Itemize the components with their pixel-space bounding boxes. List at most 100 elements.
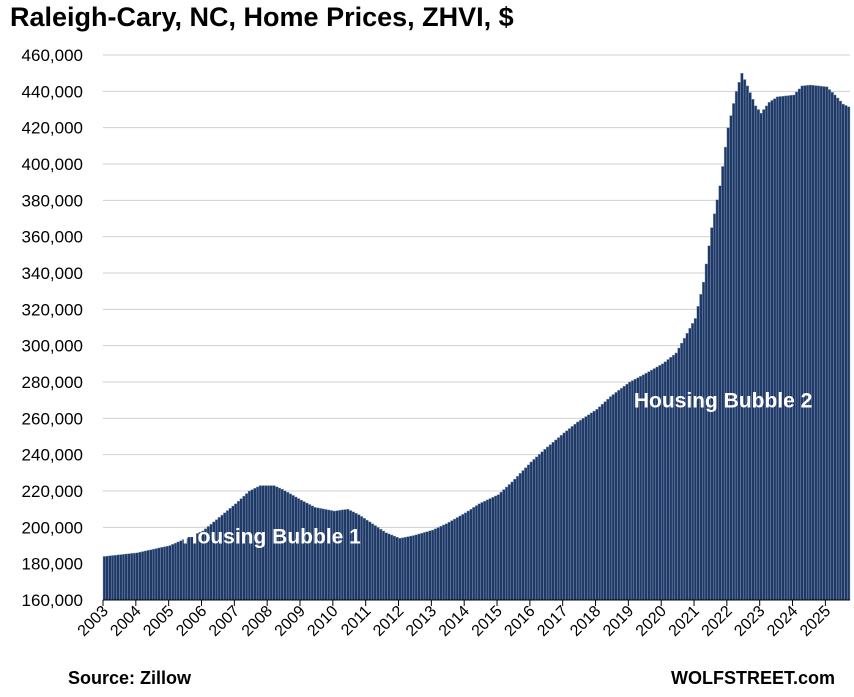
bar: [699, 293, 703, 601]
bar: [373, 525, 377, 601]
y-axis-ticks: 160,000 180,000 200,000 220,000 240,000 260,0…: [22, 46, 83, 610]
bar: [412, 535, 416, 601]
bar: [630, 380, 635, 601]
bar: [685, 333, 689, 601]
bar: [781, 95, 785, 601]
bar: [540, 451, 544, 601]
bar: [513, 478, 517, 601]
y-tick-label: 240,000: [22, 446, 83, 465]
bar: [751, 99, 755, 601]
bar: [795, 91, 799, 601]
bar: [814, 85, 818, 601]
bar: [732, 103, 736, 601]
bar: [157, 547, 161, 601]
bar: [469, 508, 473, 601]
bar: [127, 553, 131, 601]
bar: [559, 435, 563, 601]
y-tick-label: 280,000: [22, 373, 83, 392]
bar: [570, 426, 574, 601]
bar: [368, 521, 372, 601]
x-tick-label: 2015: [469, 603, 506, 640]
x-tick-label: 2020: [633, 603, 670, 640]
bar: [702, 281, 706, 601]
bar: [723, 146, 728, 601]
bar: [453, 518, 457, 601]
chart-title: Raleigh-Cary, NC, Home Prices, ZHVI, $: [10, 2, 514, 32]
bar: [409, 535, 413, 601]
bar: [321, 508, 325, 601]
bar: [603, 401, 607, 601]
bar: [800, 85, 804, 601]
bar: [335, 510, 339, 601]
bar: [130, 553, 134, 601]
y-tick-label: 200,000: [22, 518, 83, 537]
bar: [228, 508, 232, 601]
source-label: Source: Zillow: [68, 668, 192, 688]
bar: [316, 507, 320, 601]
bar: [721, 166, 725, 601]
bar: [146, 550, 150, 601]
y-tick-label: 160,000: [22, 591, 83, 610]
bar: [710, 227, 714, 601]
bar: [168, 545, 172, 601]
bar: [499, 491, 503, 601]
bar: [778, 96, 782, 601]
x-tick-label: 2024: [764, 603, 801, 640]
bar: [458, 515, 462, 601]
bar: [836, 97, 840, 601]
bar: [485, 499, 490, 601]
bar: [414, 534, 418, 601]
bar: [491, 497, 495, 601]
bar: [729, 115, 733, 601]
bar: [327, 509, 331, 601]
bar: [693, 318, 697, 601]
bar: [239, 498, 243, 601]
bar: [349, 510, 353, 601]
x-tick-label: 2010: [304, 603, 341, 640]
bar: [598, 406, 602, 601]
bar: [124, 553, 128, 601]
bar: [543, 449, 547, 601]
bar: [297, 498, 301, 601]
bar: [822, 86, 826, 601]
bar: [173, 542, 178, 601]
bar: [141, 551, 145, 601]
bar: [691, 323, 695, 601]
bar: [587, 414, 591, 601]
bar: [417, 533, 421, 601]
bar: [463, 512, 468, 601]
bar: [132, 552, 137, 601]
bars: [102, 72, 851, 601]
annotation-label: Housing Bubble 1: [182, 526, 361, 549]
bar: [384, 532, 388, 601]
bar: [395, 536, 399, 601]
bar: [179, 540, 183, 601]
bar: [628, 381, 632, 601]
bar: [595, 409, 599, 601]
bar: [308, 504, 312, 601]
bar: [447, 521, 451, 601]
x-tick-label: 2007: [206, 603, 243, 640]
bar: [231, 505, 235, 601]
bar: [682, 337, 687, 601]
bar: [600, 403, 604, 601]
bar: [450, 520, 454, 601]
x-tick-label: 2018: [567, 603, 604, 640]
bar: [121, 554, 126, 601]
x-tick-label: 2006: [173, 603, 210, 640]
bar: [165, 545, 169, 601]
bar: [680, 342, 684, 601]
bar: [521, 470, 525, 601]
bar: [143, 550, 147, 601]
bar: [551, 442, 555, 601]
bar: [401, 537, 405, 601]
bar: [313, 507, 317, 601]
bar: [584, 416, 588, 601]
y-tick-label: 360,000: [22, 228, 83, 247]
bar: [234, 503, 238, 601]
bar: [537, 454, 542, 601]
bar: [696, 306, 700, 601]
y-tick-label: 460,000: [22, 46, 83, 65]
bar: [704, 263, 708, 601]
